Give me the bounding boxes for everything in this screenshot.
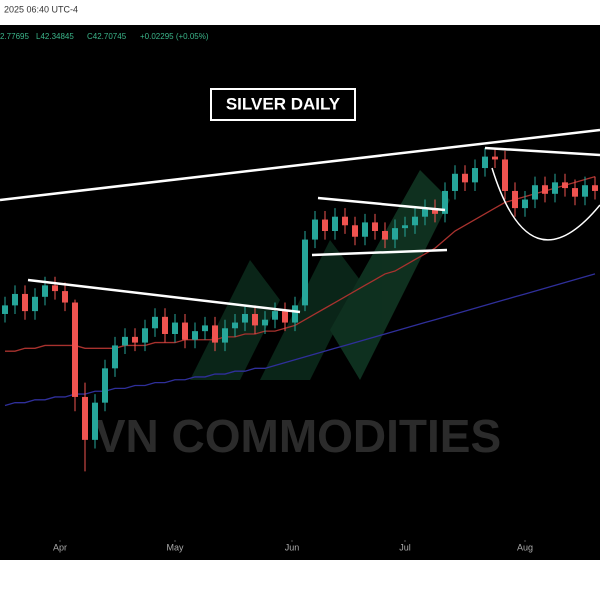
- candle-body: [402, 225, 408, 229]
- trendline: [484, 146, 600, 157]
- candle-body: [2, 305, 8, 314]
- candle-body: [412, 216, 418, 226]
- candle-body: [352, 225, 358, 237]
- candle-body: [432, 208, 438, 214]
- candle-body: [492, 156, 498, 160]
- x-tick-label: Jul: [399, 542, 411, 552]
- candle-body: [322, 219, 328, 231]
- timestamp: 2025 06:40 UTC-4: [4, 4, 78, 14]
- candle-body: [52, 285, 58, 292]
- candle-body: [142, 328, 148, 343]
- candle-body: [572, 188, 578, 197]
- candle-body: [102, 368, 108, 403]
- watermark: VN COMMODITIES: [95, 410, 501, 462]
- candle-body: [62, 291, 68, 303]
- candle-body: [442, 190, 448, 214]
- info: 2.77695: [0, 32, 29, 41]
- info: L42.34845: [36, 32, 74, 41]
- candle-body: [232, 322, 238, 329]
- candle-body: [82, 396, 88, 440]
- candle-body: [92, 402, 98, 440]
- candle-body: [262, 319, 268, 326]
- candle-body: [172, 322, 178, 334]
- candle-body: [482, 156, 488, 169]
- candle-body: [502, 159, 508, 191]
- candle-body: [42, 285, 48, 297]
- candle-body: [112, 345, 118, 369]
- trendline: [27, 278, 301, 314]
- candle-body: [372, 222, 378, 231]
- x-tick-label: May: [166, 542, 184, 552]
- candle-body: [32, 296, 38, 312]
- candle-body: [342, 216, 348, 226]
- candle-body: [562, 182, 568, 189]
- candle-body: [272, 311, 278, 320]
- candle-body: [532, 185, 538, 200]
- candle-body: [282, 311, 288, 323]
- candle-body: [312, 219, 318, 240]
- info: +0.02295 (+0.05%): [140, 32, 209, 41]
- candle-body: [242, 313, 248, 323]
- moving-average: [5, 176, 596, 352]
- candle-body: [152, 316, 158, 329]
- candle-body: [192, 331, 198, 340]
- cup-arc: [491, 167, 600, 241]
- candle-body: [512, 190, 518, 209]
- candle-body: [472, 168, 478, 183]
- candle-body: [582, 185, 588, 197]
- candle-body: [162, 316, 168, 334]
- trendline: [317, 196, 446, 212]
- x-tick-label: Apr: [53, 542, 67, 552]
- candle-body: [12, 293, 18, 306]
- trendlines: [0, 128, 600, 314]
- trendline: [311, 248, 448, 257]
- candle-body: [22, 293, 28, 312]
- candle-body: [72, 302, 78, 397]
- x-tick-label: Aug: [517, 542, 533, 552]
- candle-body: [522, 199, 528, 209]
- candle-body: [252, 313, 258, 326]
- candle-body: [422, 208, 428, 217]
- candle-body: [182, 322, 188, 340]
- candle-body: [382, 231, 388, 240]
- candle-body: [202, 325, 208, 332]
- candle-body: [302, 239, 308, 306]
- candle-body: [332, 216, 338, 231]
- title-box: [210, 88, 356, 121]
- candle-body: [542, 185, 548, 194]
- x-tick-label: Jun: [285, 542, 300, 552]
- candle-body: [212, 325, 218, 343]
- trendline: [0, 128, 600, 202]
- candle-body: [292, 305, 298, 323]
- candle-body: [222, 328, 228, 343]
- chart-title: SILVER DAILY: [226, 94, 341, 113]
- candle-body: [462, 173, 468, 183]
- candle-body: [552, 182, 558, 194]
- candle-body: [592, 185, 598, 191]
- candle-body: [362, 222, 368, 237]
- candle-body: [132, 336, 138, 343]
- candle-body: [452, 173, 458, 191]
- candle-body: [392, 228, 398, 240]
- candle-body: [122, 336, 128, 346]
- info: C42.70745: [87, 32, 127, 41]
